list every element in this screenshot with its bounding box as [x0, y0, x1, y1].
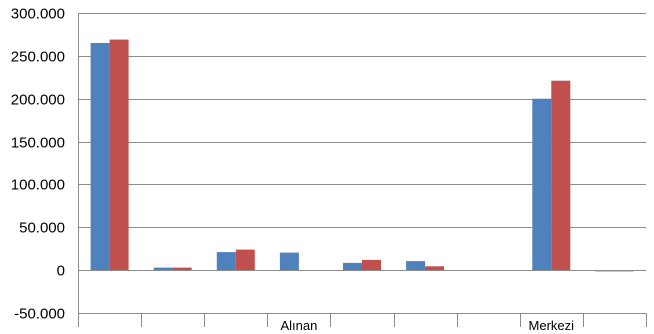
- bar-series-1-cat-4: [279, 252, 299, 271]
- y-tick-label: 300.000: [11, 6, 65, 23]
- y-tick-label: 100.000: [11, 177, 65, 194]
- x-category-label: Alınan: [280, 318, 317, 333]
- bar-series-2-cat-5: [362, 259, 381, 271]
- bar-series-1-cat-5: [343, 262, 362, 271]
- y-tick-label: -50.000: [14, 306, 65, 323]
- x-category-label: Merkezi: [529, 318, 575, 333]
- bar-series-2-cat-1: [109, 39, 129, 271]
- bar-series-2-cat-3: [235, 249, 255, 271]
- bar-series-2-cat-2: [172, 267, 192, 271]
- axes: [78, 13, 647, 327]
- y-tick-label: 0: [57, 263, 65, 280]
- bar-series-1-cat-1: [90, 43, 110, 271]
- bar-series-1-cat-3: [216, 252, 236, 271]
- y-tick-label: 50.000: [19, 220, 65, 237]
- bar-series-1-cat-8: [532, 98, 552, 271]
- bar-series-1-cat-2: [153, 267, 173, 271]
- y-tick-label: 250.000: [11, 49, 65, 66]
- bar-series-2-cat-6: [425, 266, 445, 271]
- bar-series-2-cat-8: [551, 80, 571, 271]
- y-axis-tick-labels: -50.000 0 50.000 100.000 150.000 200.000 250.0…: [11, 6, 65, 323]
- x-axis-category-labels: Alınan Merkezi: [280, 318, 574, 333]
- y-tick-label: 150.000: [11, 135, 65, 152]
- y-tick-label: 200.000: [11, 92, 65, 109]
- bars: [90, 39, 634, 272]
- bar-series-1-cat-6: [406, 261, 426, 271]
